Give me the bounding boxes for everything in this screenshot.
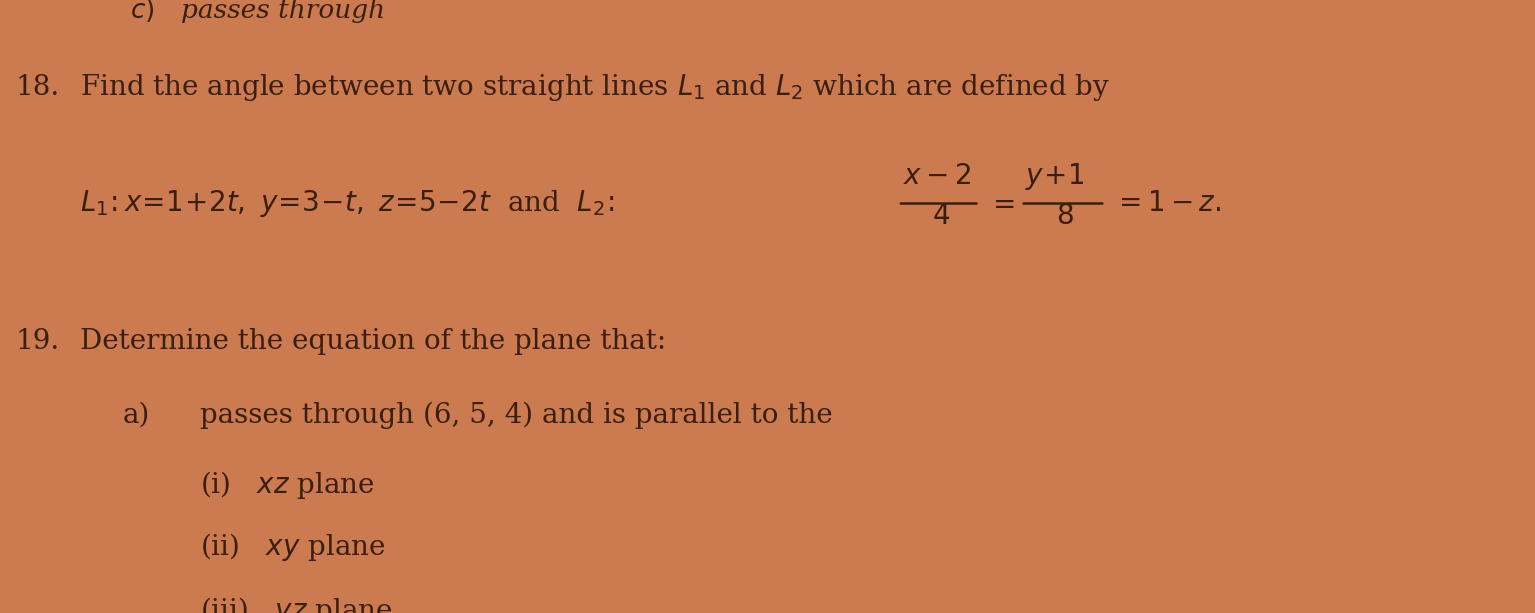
Text: a): a) [123, 402, 150, 429]
Text: $8$: $8$ [1056, 204, 1074, 230]
Text: 18.: 18. [15, 74, 60, 101]
Text: Find the angle between two straight lines $\mathit{L}_1$ and $\mathit{L}_2$ whic: Find the angle between two straight line… [80, 72, 1110, 103]
Text: $c)$: $c)$ [130, 0, 155, 25]
Text: (ii)   $xy$ plane: (ii) $xy$ plane [200, 531, 385, 563]
Text: $x-2$: $x-2$ [903, 163, 970, 190]
Text: $\mathit{L}_1\!: x\!=\!1\!+\!2t,\ y\!=\!3\!-\!t,\ z\!=\!5\!-\!2t$  and  $\mathit: $\mathit{L}_1\!: x\!=\!1\!+\!2t,\ y\!=\!… [80, 188, 614, 219]
Text: $4$: $4$ [932, 204, 950, 230]
Text: passes through: passes through [181, 0, 385, 23]
Text: (i)   $xz$ plane: (i) $xz$ plane [200, 470, 375, 501]
Text: $=$: $=$ [987, 190, 1015, 217]
Text: (iii)   $yz$ plane: (iii) $yz$ plane [200, 595, 391, 613]
Text: $=1-z.$: $=1-z.$ [1113, 190, 1222, 217]
Text: Determine the equation of the plane that:: Determine the equation of the plane that… [80, 329, 666, 356]
Text: $y\!+\!1$: $y\!+\!1$ [1025, 161, 1085, 192]
Text: passes through (6, 5, 4) and is parallel to the: passes through (6, 5, 4) and is parallel… [200, 402, 832, 429]
Text: 19.: 19. [15, 329, 60, 356]
